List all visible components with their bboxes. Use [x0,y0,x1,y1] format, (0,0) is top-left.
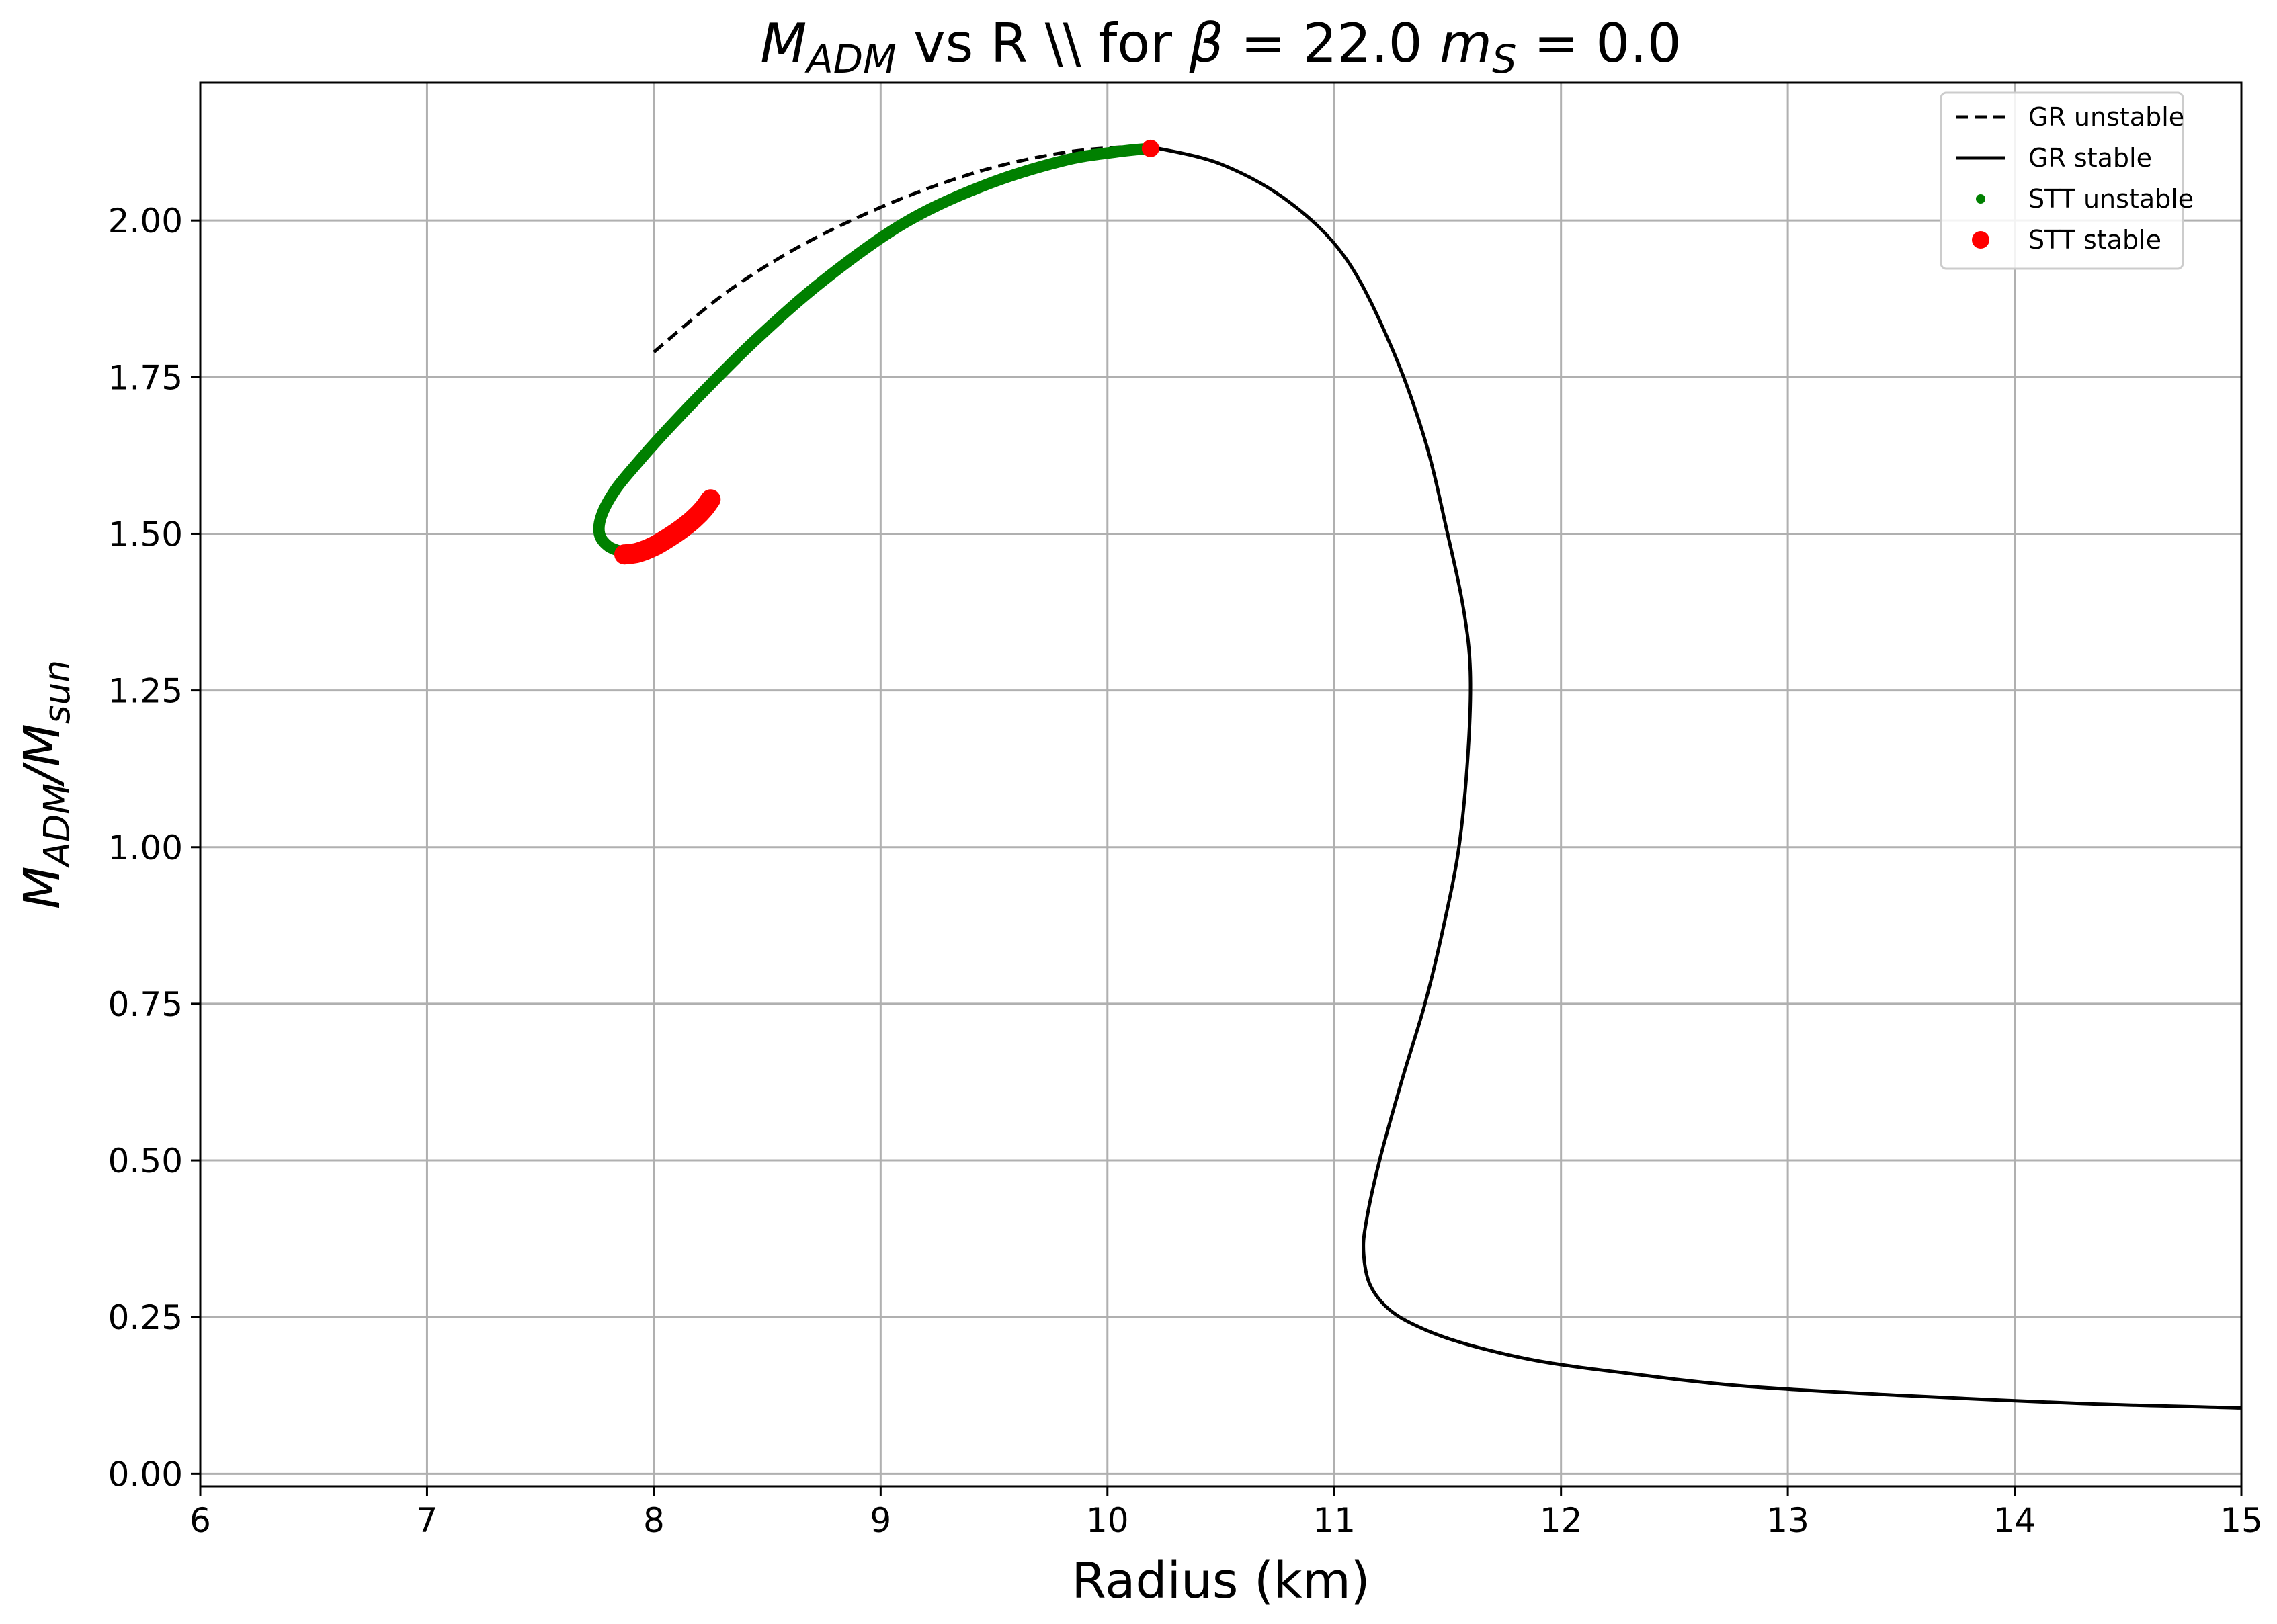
y-tick-label: 0.50 [108,1142,183,1181]
text-part: m [1440,12,1492,75]
text-part: M [760,12,806,75]
stt-unstable-markers [593,142,1157,558]
gr-unstable-line [653,144,1153,353]
y-tick-label: 1.00 [108,828,183,867]
legend-label-gr-unstable: GR unstable [2028,102,2184,132]
legend-handle-stt-unstable [1976,194,1985,204]
legend-label-gr-stable: GR stable [2028,143,2152,173]
text-part: /M [13,724,71,787]
text-part: sun [36,660,78,724]
text-part: vs R \\ for [897,12,1190,75]
legend-handle-stt-stable [1972,231,1989,249]
y-tick-label: 2.00 [108,202,183,241]
text-part: S [1492,37,1517,82]
y-tick-label: 0.00 [108,1455,183,1494]
x-tick-label: 7 [417,1501,438,1540]
gr-stable-line [1152,145,2242,1410]
text-part: ADM [804,37,896,82]
x-tick-label: 6 [190,1501,211,1540]
x-tick-label: 14 [1993,1501,2036,1540]
text-part: ADM [36,783,78,868]
y-tick-label: 1.50 [108,515,183,554]
x-axis-label: Radius (km) [1071,1552,1370,1610]
legend: GR unstable GR stable STT unstable STT stab… [1940,91,2194,270]
x-tick-label: 11 [1313,1501,1356,1540]
y-tick-label: 0.75 [108,985,183,1024]
x-tick-label: 15 [2220,1501,2263,1540]
y-tick-label: 1.75 [108,358,183,397]
x-tick-label: 13 [1766,1501,1809,1540]
legend-box [1940,91,2184,270]
stt-stable-markers [614,489,721,565]
ticks: 6 7 8 9 10 11 12 13 14 15 0.00 0.25 0.50 0.75 1.00 1.25… [108,202,2263,1540]
chart-title: MADM vs R \\ for β = 22.0 mS = 0.0 [760,12,1681,82]
text-part: = 22.0 [1224,12,1440,75]
text-part: M [13,866,71,909]
x-tick-label: 10 [1086,1501,1129,1540]
grid [199,83,2243,1486]
series-layer [593,139,2242,1410]
text-part: = 0.0 [1517,12,1682,75]
x-tick-label: 9 [870,1501,891,1540]
legend-label-stt-stable: STT stable [2028,225,2161,255]
legend-label-stt-unstable: STT unstable [2028,184,2194,214]
y-tick-label: 0.25 [108,1298,183,1337]
stt-stable-point [1141,139,1159,157]
plot-frame [199,81,2243,1488]
x-tick-label: 8 [643,1501,665,1540]
text-part: β [1189,12,1224,75]
y-tick-label: 1.25 [108,672,183,711]
y-axis-label: MADM/Msun [13,660,78,909]
x-tick-label: 12 [1540,1501,1583,1540]
